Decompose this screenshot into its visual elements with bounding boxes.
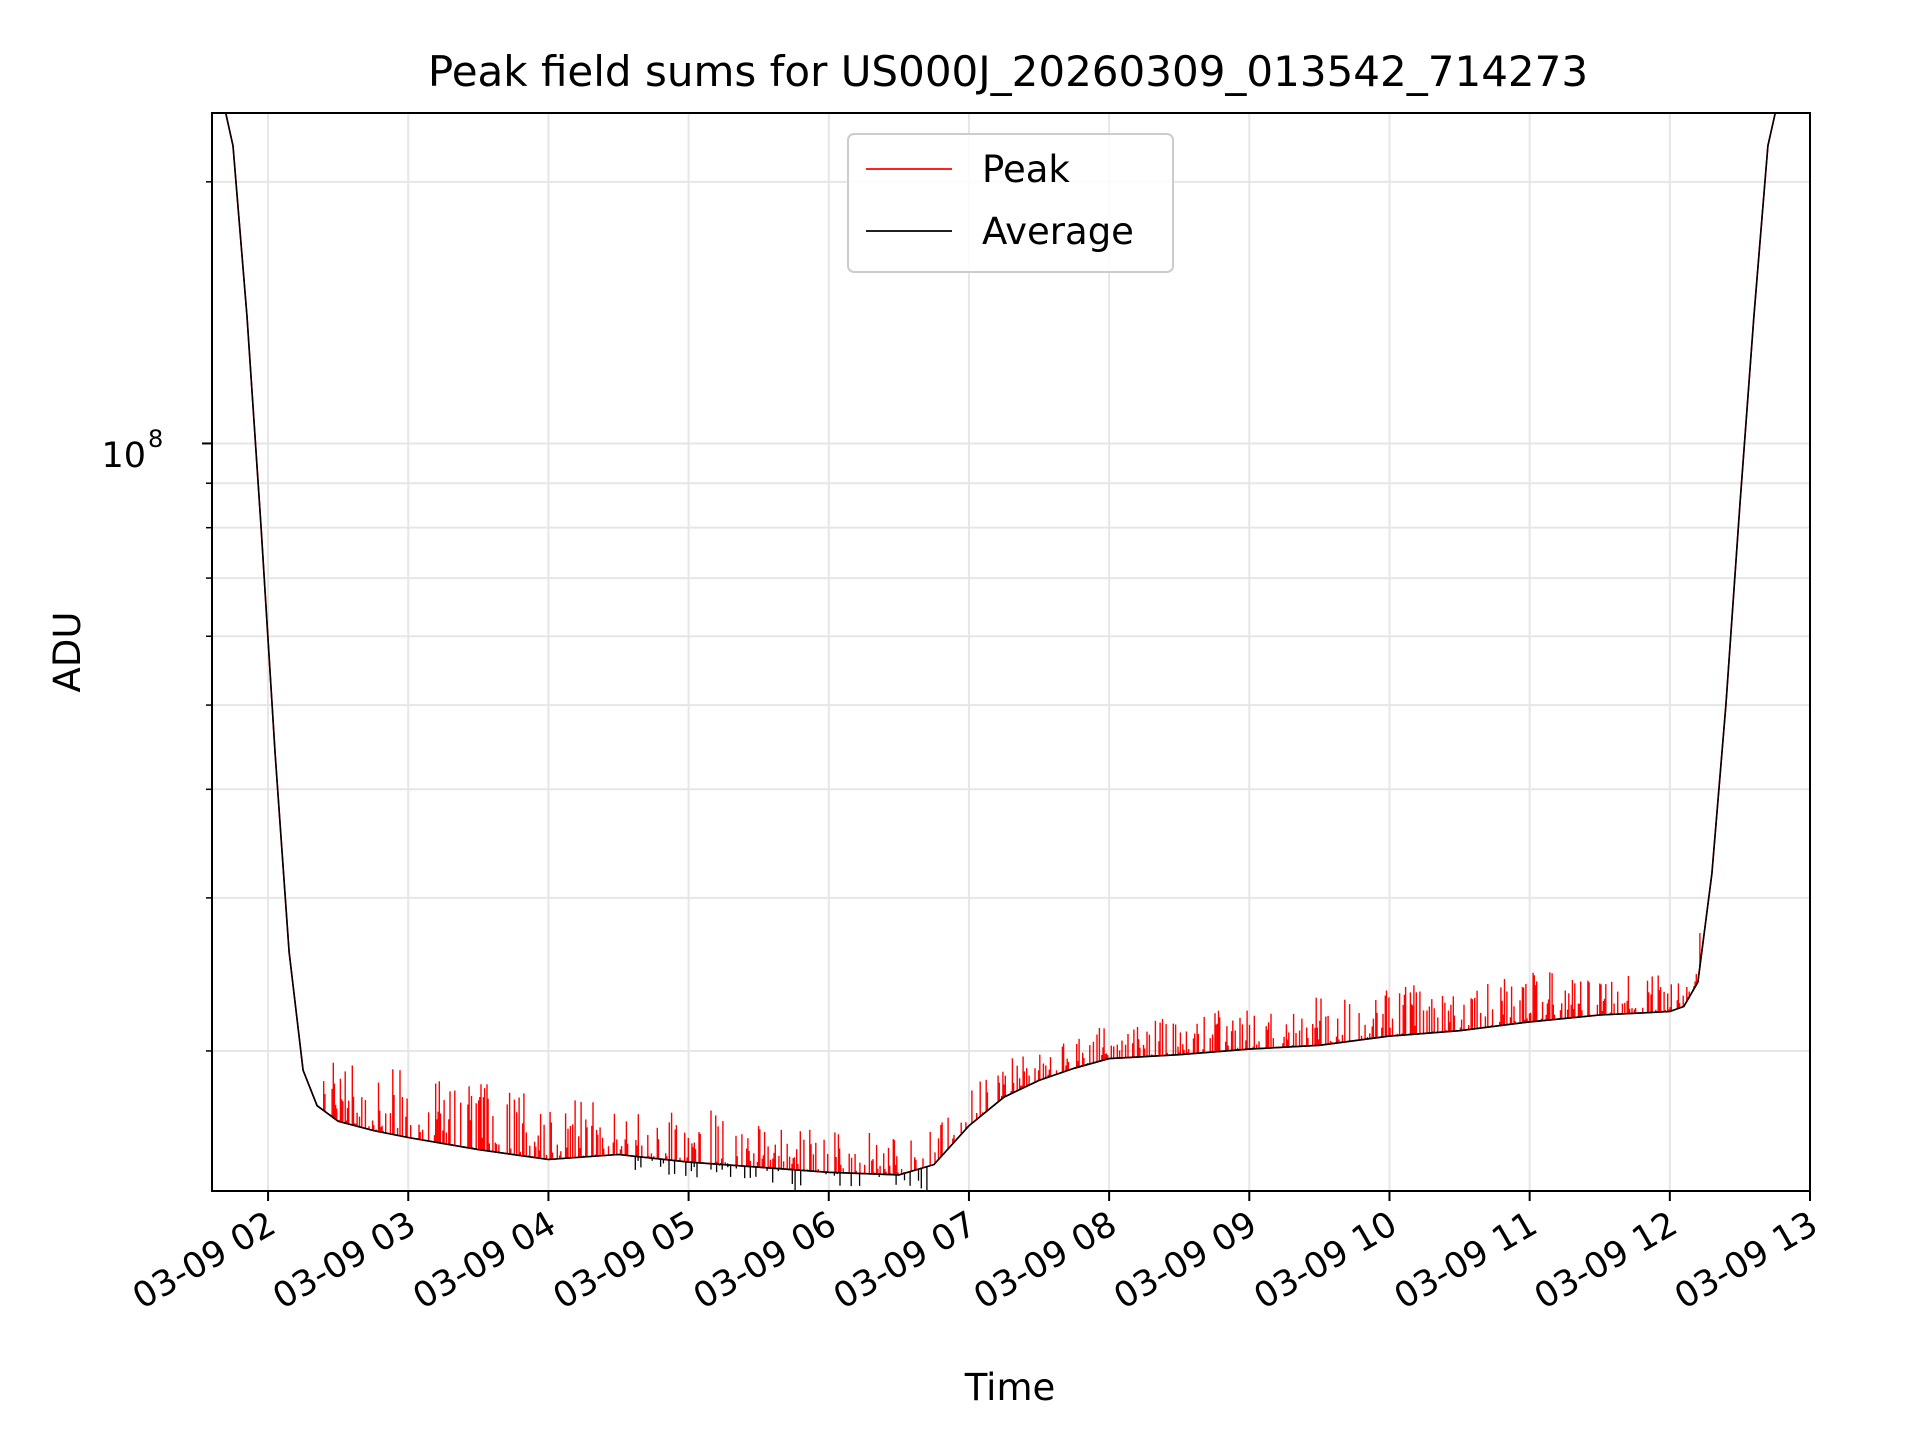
- y-tick-label-1e8-exp: 8: [148, 425, 163, 453]
- y-tick-label-1e8-base: 10: [101, 436, 146, 476]
- plot-frame: [211, 112, 1811, 1192]
- legend: Peak Average: [847, 133, 1174, 273]
- x-axis-label: Time: [964, 1366, 1056, 1409]
- chart-title: Peak field sums for US000J_20260309_0135…: [428, 47, 1588, 96]
- legend-average-label: Average: [982, 210, 1134, 253]
- plot-series-group: [224, 113, 1777, 1191]
- legend-peak-label: Peak: [982, 148, 1070, 191]
- y-axis-label: ADU: [46, 612, 89, 693]
- y-axis: 10 8: [101, 181, 212, 1052]
- peak-spikes: [323, 933, 1701, 1175]
- series-line-average: [224, 113, 1777, 1176]
